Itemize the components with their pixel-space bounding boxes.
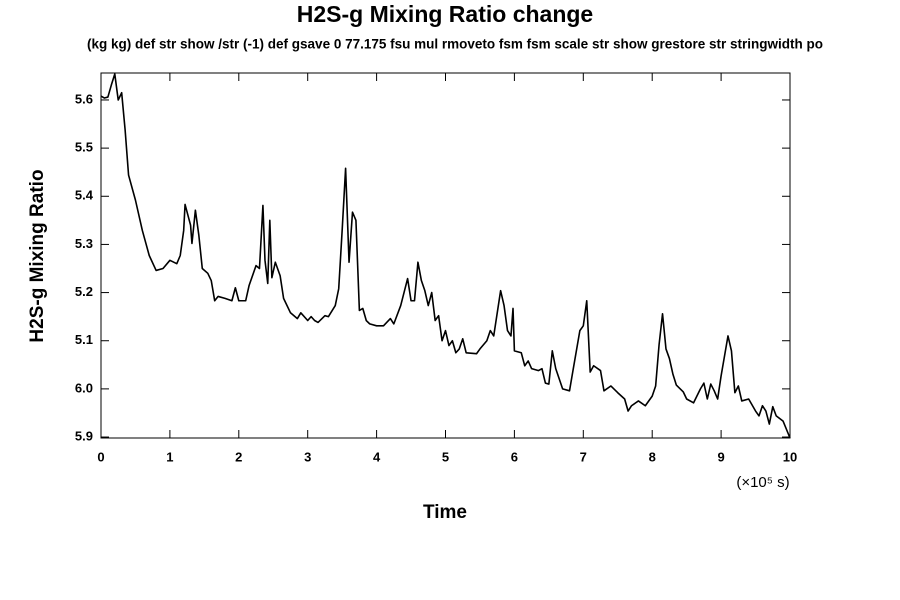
x-tick-label: 2 bbox=[235, 449, 242, 464]
y-tick-label: 5.4 bbox=[75, 188, 94, 203]
y-tick-label: 5.1 bbox=[75, 332, 93, 347]
x-axis-label: Time bbox=[423, 502, 467, 523]
y-tick-label: 5.2 bbox=[75, 284, 93, 299]
plot-frame bbox=[100, 72, 791, 439]
x-tick-label: 6 bbox=[511, 449, 518, 464]
y-tick-label: 5.6 bbox=[75, 91, 93, 106]
y-tick-label: 6.0 bbox=[75, 380, 93, 395]
x-tick-label: 4 bbox=[373, 449, 381, 464]
data-line bbox=[100, 73, 791, 439]
x-tick-label: 7 bbox=[580, 449, 587, 464]
chart-subtitle: (kg kg) def str show /str (-1) def gsave… bbox=[87, 37, 823, 52]
x-tick-label: 3 bbox=[304, 449, 311, 464]
x-tick-label: 5 bbox=[442, 449, 449, 464]
y-tick-label: 5.5 bbox=[75, 140, 93, 155]
y-axis-label: H2S-g Mixing Ratio bbox=[27, 169, 48, 342]
chart-title: H2S-g Mixing Ratio change bbox=[297, 1, 593, 27]
x-tick-label: 8 bbox=[649, 449, 656, 464]
x-tick-label: 1 bbox=[166, 449, 173, 464]
x-tick-label: 0 bbox=[97, 449, 104, 464]
y-tick-label: 5.9 bbox=[75, 428, 93, 443]
x-tick-label: 9 bbox=[717, 449, 724, 464]
x-tick-label: 10 bbox=[783, 449, 797, 464]
y-tick-label: 5.3 bbox=[75, 236, 93, 251]
x-unit-annotation: (×10⁵ s) bbox=[736, 474, 789, 491]
